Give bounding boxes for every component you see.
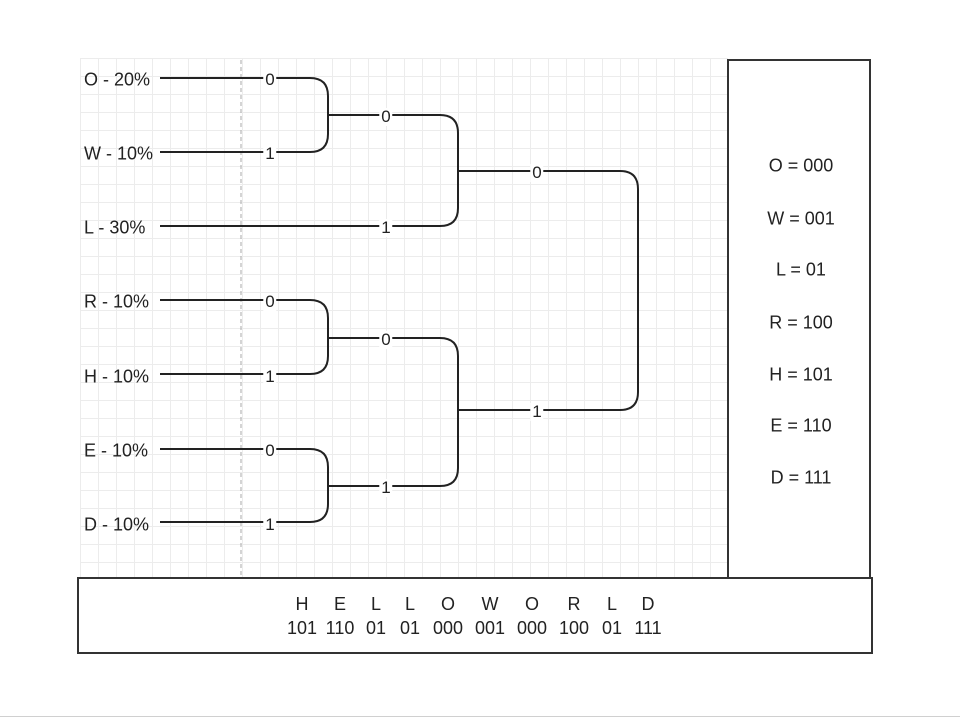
- bit-owl: 0: [530, 163, 544, 182]
- grid-background: [80, 58, 728, 578]
- letter-cell: O: [524, 594, 539, 614]
- letter-cell: D: [641, 594, 655, 614]
- code-cell: 000: [432, 618, 464, 638]
- code-cell: 111: [634, 618, 662, 638]
- leaf-e: E - 10%: [84, 440, 149, 461]
- code-cell: 000: [516, 618, 548, 638]
- message-letters: H E L L O W O R L D: [283, 594, 667, 618]
- edge-o-w: [160, 77, 329, 153]
- edge-ow-l: [160, 114, 459, 227]
- bit-o: 0: [263, 70, 277, 89]
- bit-w: 1: [263, 144, 277, 163]
- code-cell: 001: [474, 618, 506, 638]
- message-panel: H E L L O W O R L D 101 110 01 01 000 00…: [77, 577, 873, 654]
- codes-panel: O = 000 W = 001 L = 01 R = 100 H = 101 E…: [727, 59, 871, 578]
- leaf-o: O - 20%: [84, 69, 151, 90]
- letter-cell: L: [370, 594, 381, 614]
- bit-rhed: 1: [530, 402, 544, 421]
- leaf-l: L - 30%: [84, 217, 146, 238]
- bit-ed: 1: [379, 478, 393, 497]
- letter-cell: L: [606, 594, 617, 614]
- edge-r-h: [160, 299, 329, 375]
- edge-root: [458, 170, 639, 411]
- bit-ow: 0: [379, 107, 393, 126]
- code-w: W = 001: [767, 208, 835, 229]
- code-h: H = 101: [769, 364, 833, 385]
- code-l: L = 01: [776, 259, 826, 280]
- bit-rh: 0: [379, 330, 393, 349]
- code-cell: 01: [365, 618, 387, 638]
- bit-h: 1: [263, 367, 277, 386]
- code-cell: 101: [286, 618, 318, 638]
- leaf-r: R - 10%: [84, 291, 150, 312]
- leaf-d: D - 10%: [84, 514, 150, 535]
- leaf-h: H - 10%: [84, 366, 150, 387]
- edge-rh-ed: [328, 337, 459, 487]
- bit-d: 1: [263, 515, 277, 534]
- letter-cell: R: [567, 594, 581, 614]
- code-cell: 01: [399, 618, 421, 638]
- code-r: R = 100: [769, 312, 833, 333]
- leaf-w: W - 10%: [84, 143, 154, 164]
- code-e: E = 110: [770, 415, 832, 436]
- letter-cell: H: [295, 594, 309, 614]
- letter-cell: O: [440, 594, 455, 614]
- code-cell: 100: [558, 618, 590, 638]
- bit-l: 1: [379, 218, 393, 237]
- letter-cell: W: [481, 594, 499, 614]
- code-cell: 110: [325, 618, 355, 638]
- code-o: O = 000: [768, 155, 834, 176]
- letter-cell: E: [333, 594, 346, 614]
- message-codes: 101 110 01 01 000 001 000 100 01 111: [283, 618, 667, 642]
- code-cell: 01: [601, 618, 623, 638]
- bit-e: 0: [263, 441, 277, 460]
- code-d: D = 111: [770, 467, 832, 488]
- bit-r: 0: [263, 292, 277, 311]
- letter-cell: L: [404, 594, 415, 614]
- edge-e-d: [160, 448, 329, 523]
- bottom-divider: [0, 716, 960, 717]
